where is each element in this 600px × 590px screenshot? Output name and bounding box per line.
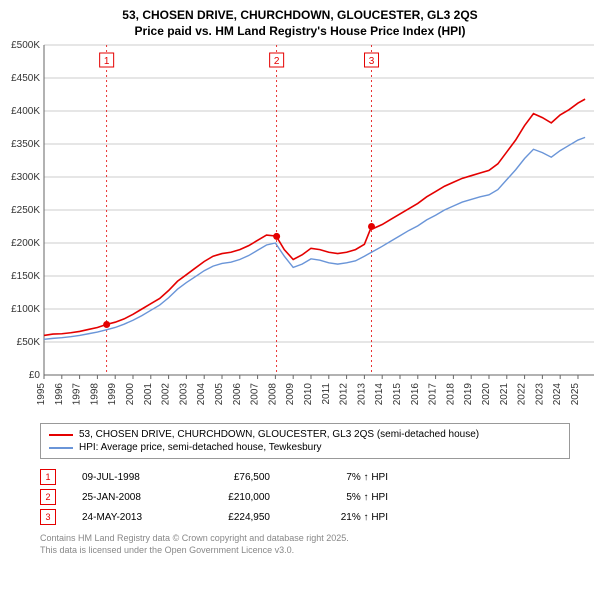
tx-marker-1: 1 xyxy=(40,469,56,485)
svg-text:2015: 2015 xyxy=(392,383,403,406)
svg-text:2022: 2022 xyxy=(517,383,528,406)
svg-text:2002: 2002 xyxy=(161,383,172,406)
legend-swatch-2 xyxy=(49,447,73,449)
chart-plot: £0 £50K £100K £150K £200K £250K £300K £350K £400… xyxy=(0,39,600,419)
svg-text:2017: 2017 xyxy=(428,383,439,406)
chart-title: 53, CHOSEN DRIVE, CHURCHDOWN, GLOUCESTER… xyxy=(0,0,600,39)
svg-text:2023: 2023 xyxy=(534,383,545,406)
chart-svg: £0 £50K £100K £150K £200K £250K £300K £350K £400… xyxy=(0,39,600,419)
svg-text:1: 1 xyxy=(104,56,110,67)
svg-text:£0: £0 xyxy=(29,370,41,381)
tx-diff: 5% ↑ HPI xyxy=(288,492,388,503)
legend-label-2: HPI: Average price, semi-detached house,… xyxy=(79,441,322,454)
svg-text:£350K: £350K xyxy=(11,139,40,150)
svg-text:£250K: £250K xyxy=(11,205,40,216)
svg-text:2012: 2012 xyxy=(339,383,350,406)
svg-text:£300K: £300K xyxy=(11,172,40,183)
tx-marker-3: 3 xyxy=(40,509,56,525)
svg-text:2016: 2016 xyxy=(410,383,421,406)
svg-text:£500K: £500K xyxy=(11,40,40,51)
legend-row-1: 53, CHOSEN DRIVE, CHURCHDOWN, GLOUCESTER… xyxy=(49,428,561,441)
tx-price: £210,000 xyxy=(200,492,270,503)
svg-text:2025: 2025 xyxy=(570,383,581,406)
svg-text:2004: 2004 xyxy=(196,383,207,406)
footer-line-2: This data is licensed under the Open Gov… xyxy=(40,545,570,557)
tx-date: 25-JAN-2008 xyxy=(82,492,182,503)
footer-attribution: Contains HM Land Registry data © Crown c… xyxy=(40,533,570,556)
svg-text:2014: 2014 xyxy=(374,383,385,406)
svg-text:£450K: £450K xyxy=(11,73,40,84)
svg-text:£100K: £100K xyxy=(11,304,40,315)
tx-diff: 21% ↑ HPI xyxy=(288,512,388,523)
table-row: 2 25-JAN-2008 £210,000 5% ↑ HPI xyxy=(40,487,570,507)
svg-text:2024: 2024 xyxy=(552,383,563,406)
svg-text:2008: 2008 xyxy=(267,383,278,406)
svg-text:2010: 2010 xyxy=(303,383,314,406)
svg-text:2021: 2021 xyxy=(499,383,510,406)
title-line-2: Price paid vs. HM Land Registry's House … xyxy=(0,24,600,40)
svg-text:3: 3 xyxy=(369,56,375,67)
svg-text:2019: 2019 xyxy=(463,383,474,406)
svg-text:1999: 1999 xyxy=(107,383,118,406)
svg-text:2003: 2003 xyxy=(178,383,189,406)
svg-text:1997: 1997 xyxy=(72,383,83,406)
svg-text:2018: 2018 xyxy=(445,383,456,406)
transactions-table: 1 09-JUL-1998 £76,500 7% ↑ HPI 2 25-JAN-… xyxy=(40,467,570,527)
svg-text:2011: 2011 xyxy=(321,383,332,405)
svg-text:£200K: £200K xyxy=(11,238,40,249)
title-line-1: 53, CHOSEN DRIVE, CHURCHDOWN, GLOUCESTER… xyxy=(0,8,600,24)
svg-text:2001: 2001 xyxy=(143,383,154,406)
tx-date: 24-MAY-2013 xyxy=(82,512,182,523)
svg-text:£400K: £400K xyxy=(11,106,40,117)
svg-text:2005: 2005 xyxy=(214,383,225,406)
table-row: 3 24-MAY-2013 £224,950 21% ↑ HPI xyxy=(40,507,570,527)
svg-text:1998: 1998 xyxy=(89,383,100,406)
tx-price: £224,950 xyxy=(200,512,270,523)
legend-row-2: HPI: Average price, semi-detached house,… xyxy=(49,441,561,454)
legend: 53, CHOSEN DRIVE, CHURCHDOWN, GLOUCESTER… xyxy=(40,423,570,459)
tx-date: 09-JUL-1998 xyxy=(82,472,182,483)
svg-text:2007: 2007 xyxy=(250,383,261,406)
svg-text:£150K: £150K xyxy=(11,271,40,282)
svg-text:1996: 1996 xyxy=(54,383,65,406)
svg-text:£50K: £50K xyxy=(17,337,41,348)
legend-label-1: 53, CHOSEN DRIVE, CHURCHDOWN, GLOUCESTER… xyxy=(79,428,479,441)
tx-marker-2: 2 xyxy=(40,489,56,505)
chart-container: 53, CHOSEN DRIVE, CHURCHDOWN, GLOUCESTER… xyxy=(0,0,600,557)
svg-text:1995: 1995 xyxy=(36,383,47,406)
svg-text:2000: 2000 xyxy=(125,383,136,406)
svg-text:2020: 2020 xyxy=(481,383,492,406)
svg-text:2013: 2013 xyxy=(356,383,367,406)
svg-text:2: 2 xyxy=(274,56,280,67)
table-row: 1 09-JUL-1998 £76,500 7% ↑ HPI xyxy=(40,467,570,487)
legend-swatch-1 xyxy=(49,434,73,436)
footer-line-1: Contains HM Land Registry data © Crown c… xyxy=(40,533,570,545)
svg-text:2006: 2006 xyxy=(232,383,243,406)
tx-price: £76,500 xyxy=(200,472,270,483)
tx-diff: 7% ↑ HPI xyxy=(288,472,388,483)
svg-text:2009: 2009 xyxy=(285,383,296,406)
